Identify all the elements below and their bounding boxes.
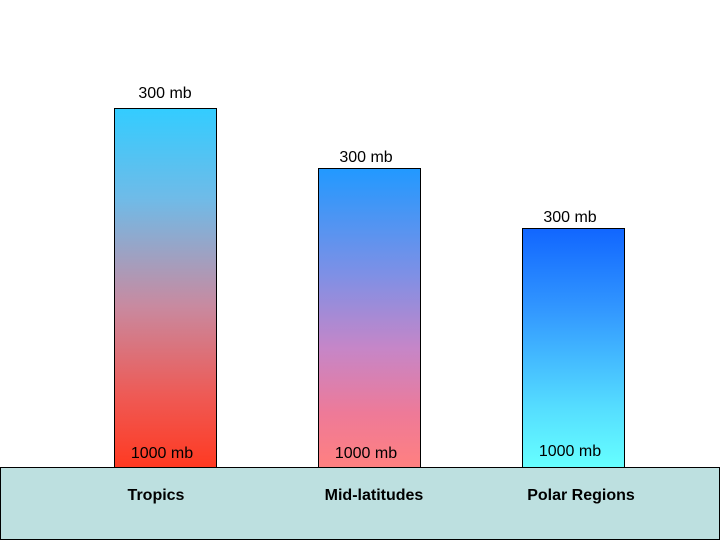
mid-latitudes-bottom-pressure-label: 1000 mb	[334, 445, 398, 462]
polar-regions-top-pressure-label: 300 mb	[543, 209, 597, 226]
mid-latitudes-air-column	[318, 168, 421, 468]
mid-latitudes-top-pressure-label: 300 mb	[339, 149, 393, 166]
region-label-tropics: Tropics	[127, 487, 185, 504]
polar-regions-bottom-pressure-label: 1000 mb	[538, 443, 602, 460]
tropics-bottom-pressure-label: 1000 mb	[130, 445, 194, 462]
tropics-air-column	[114, 108, 217, 468]
polar-regions-air-column	[522, 228, 625, 468]
region-label-mid-latitudes: Mid-latitudes	[324, 487, 424, 504]
region-label-polar-regions: Polar Regions	[527, 487, 635, 504]
ground-surface	[0, 467, 720, 540]
tropics-top-pressure-label: 300 mb	[138, 85, 192, 102]
